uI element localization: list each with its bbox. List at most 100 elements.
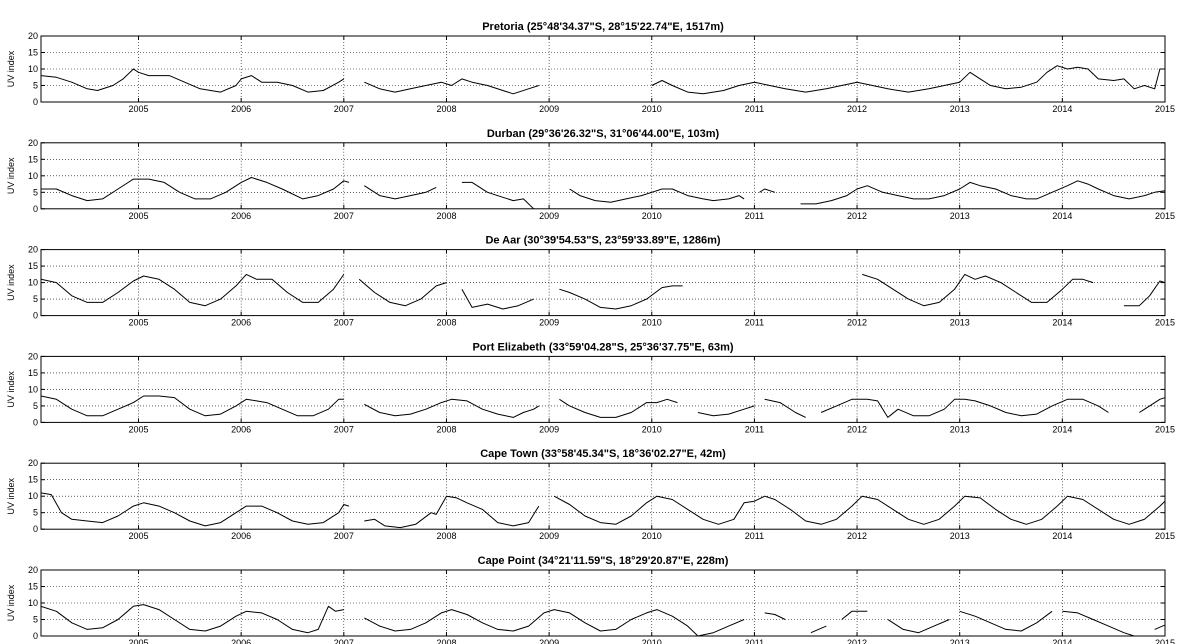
y-tick-label: 10 <box>28 171 38 181</box>
y-tick-label: 15 <box>28 154 38 164</box>
x-tick-label: 2015 <box>1155 104 1175 114</box>
uv-series-segment <box>41 604 344 634</box>
chart-panel-5: Cape Town (33°58'45.34"S, 18°36'02.27"E,… <box>6 448 1175 541</box>
chart-panel-1: Pretoria (25°48'34.37"S, 28°15'22.74"E, … <box>6 21 1175 114</box>
y-tick-label: 10 <box>28 278 38 288</box>
x-tick-label: 2012 <box>847 424 867 434</box>
x-tick-label: 2007 <box>334 531 354 541</box>
uv-series-segment <box>800 180 1165 205</box>
uv-series-segment <box>1123 280 1165 307</box>
uv-series-segment <box>887 619 950 634</box>
x-tick-label: 2006 <box>231 424 251 434</box>
x-tick-label: 2008 <box>436 318 456 328</box>
y-tick-label: 15 <box>28 475 38 485</box>
x-tick-label: 2006 <box>231 638 251 644</box>
uv-series-segment <box>41 395 344 417</box>
y-tick-label: 15 <box>28 48 38 58</box>
x-tick-label: 2013 <box>950 211 970 221</box>
x-tick-label: 2010 <box>642 104 662 114</box>
y-tick-label: 5 <box>33 81 38 91</box>
uv-series-segment <box>553 495 1165 525</box>
x-tick-label: 2005 <box>129 318 149 328</box>
y-axis-label: UV index <box>6 584 16 621</box>
x-tick-label: 2010 <box>642 211 662 221</box>
y-tick-label: 20 <box>28 138 38 148</box>
uv-series-segment <box>764 398 806 418</box>
x-tick-label: 2013 <box>950 104 970 114</box>
x-tick-label: 2014 <box>1052 318 1072 328</box>
x-tick-label: 2010 <box>642 424 662 434</box>
y-tick-label: 0 <box>33 311 38 321</box>
uv-series-segment <box>41 177 350 202</box>
x-tick-label: 2015 <box>1155 531 1175 541</box>
x-tick-label: 2013 <box>950 531 970 541</box>
uv-series-segment <box>1062 610 1135 636</box>
x-tick-label: 2011 <box>745 531 764 541</box>
x-tick-label: 2014 <box>1052 638 1072 644</box>
x-tick-label: 2008 <box>436 531 456 541</box>
y-tick-label: 10 <box>28 598 38 608</box>
x-tick-label: 2005 <box>129 424 149 434</box>
y-tick-label: 10 <box>28 491 38 501</box>
x-tick-label: 2005 <box>129 531 149 541</box>
uv-series-segment <box>697 405 755 417</box>
y-tick-label: 10 <box>28 384 38 394</box>
y-tick-label: 20 <box>28 245 38 255</box>
y-tick-label: 0 <box>33 97 38 107</box>
uv-series-segment <box>364 495 540 529</box>
y-tick-label: 0 <box>33 631 38 641</box>
panel-title: De Aar (30°39'54.53"S, 23°59'33.89"E, 12… <box>485 235 720 247</box>
x-tick-label: 2007 <box>334 211 354 221</box>
x-tick-label: 2009 <box>539 424 559 434</box>
x-tick-label: 2011 <box>745 211 764 221</box>
y-tick-label: 15 <box>28 261 38 271</box>
x-tick-label: 2009 <box>539 638 559 644</box>
y-tick-label: 20 <box>28 31 38 41</box>
x-tick-label: 2012 <box>847 638 867 644</box>
x-tick-label: 2007 <box>334 638 354 644</box>
x-tick-label: 2011 <box>745 638 764 644</box>
x-tick-label: 2009 <box>539 318 559 328</box>
uv-series-segment <box>358 278 447 307</box>
uv-series-segment <box>810 625 827 634</box>
x-tick-label: 2014 <box>1052 531 1072 541</box>
uv-series-segment <box>841 610 868 620</box>
x-tick-label: 2015 <box>1155 211 1175 221</box>
uv-series-segment <box>651 65 1165 95</box>
y-tick-label: 0 <box>33 417 38 427</box>
x-tick-label: 2014 <box>1052 211 1072 221</box>
uv-series-segment <box>820 398 1109 418</box>
y-axis-label: UV index <box>6 371 16 408</box>
x-tick-label: 2010 <box>642 531 662 541</box>
x-tick-label: 2008 <box>436 424 456 434</box>
y-tick-label: 15 <box>28 368 38 378</box>
x-tick-label: 2009 <box>539 104 559 114</box>
panel-title: Durban (29°36'26.32"S, 31°06'44.00"E, 10… <box>487 128 720 140</box>
chart-panel-2: Durban (29°36'26.32"S, 31°06'44.00"E, 10… <box>6 128 1175 221</box>
y-tick-label: 5 <box>33 615 38 625</box>
uv-series-segment <box>959 610 1053 632</box>
uv-series-segment <box>364 78 539 95</box>
x-tick-label: 2015 <box>1155 318 1175 328</box>
y-tick-label: 5 <box>33 401 38 411</box>
x-tick-label: 2013 <box>950 424 970 434</box>
uv-series-segment <box>461 181 535 209</box>
x-tick-label: 2009 <box>539 211 559 221</box>
uv-series-segment <box>364 609 745 636</box>
x-tick-label: 2008 <box>436 104 456 114</box>
x-tick-label: 2007 <box>334 104 354 114</box>
y-tick-label: 0 <box>33 204 38 214</box>
y-axis-label: UV index <box>6 477 16 514</box>
x-tick-label: 2006 <box>231 211 251 221</box>
uv-series-segment <box>1139 397 1165 413</box>
x-tick-label: 2006 <box>231 104 251 114</box>
uv-series-segment <box>41 273 345 307</box>
x-tick-label: 2011 <box>745 318 764 328</box>
y-tick-label: 20 <box>28 458 38 468</box>
uv-series-segment <box>569 188 745 203</box>
panel-title: Cape Town (33°58'45.34"S, 18°36'02.27"E,… <box>480 448 726 460</box>
y-axis-label: UV index <box>6 157 16 194</box>
y-tick-label: 0 <box>33 524 38 534</box>
y-tick-label: 5 <box>33 187 38 197</box>
